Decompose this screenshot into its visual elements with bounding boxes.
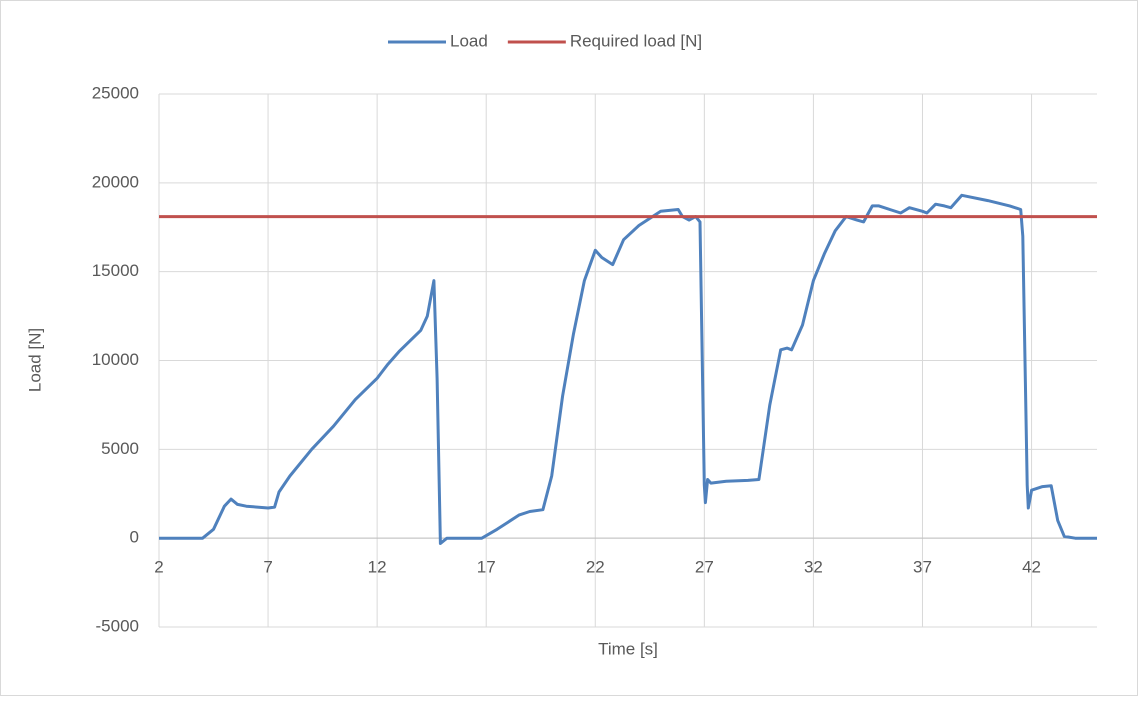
x-tick-label: 2 — [154, 558, 163, 577]
x-tick-label: 7 — [263, 558, 272, 577]
y-tick-label: 20000 — [92, 172, 139, 191]
y-tick-label: 0 — [130, 528, 139, 547]
x-tick-label: 32 — [804, 558, 823, 577]
x-tick-label: 27 — [695, 558, 714, 577]
x-tick-label: 22 — [586, 558, 605, 577]
y-axis-label: Load [N] — [25, 328, 44, 392]
x-tick-label: 12 — [368, 558, 387, 577]
x-tick-label: 42 — [1022, 558, 1041, 577]
y-tick-label: 25000 — [92, 83, 139, 102]
legend-label: Required load [N] — [570, 31, 702, 50]
x-axis-label: Time [s] — [598, 639, 658, 658]
legend-label: Load — [450, 31, 488, 50]
x-tick-label: 37 — [913, 558, 932, 577]
y-tick-label: -5000 — [96, 616, 139, 635]
x-tick-label: 17 — [477, 558, 496, 577]
y-tick-label: 5000 — [101, 439, 139, 458]
y-tick-label: 15000 — [92, 261, 139, 280]
y-tick-label: 10000 — [92, 350, 139, 369]
